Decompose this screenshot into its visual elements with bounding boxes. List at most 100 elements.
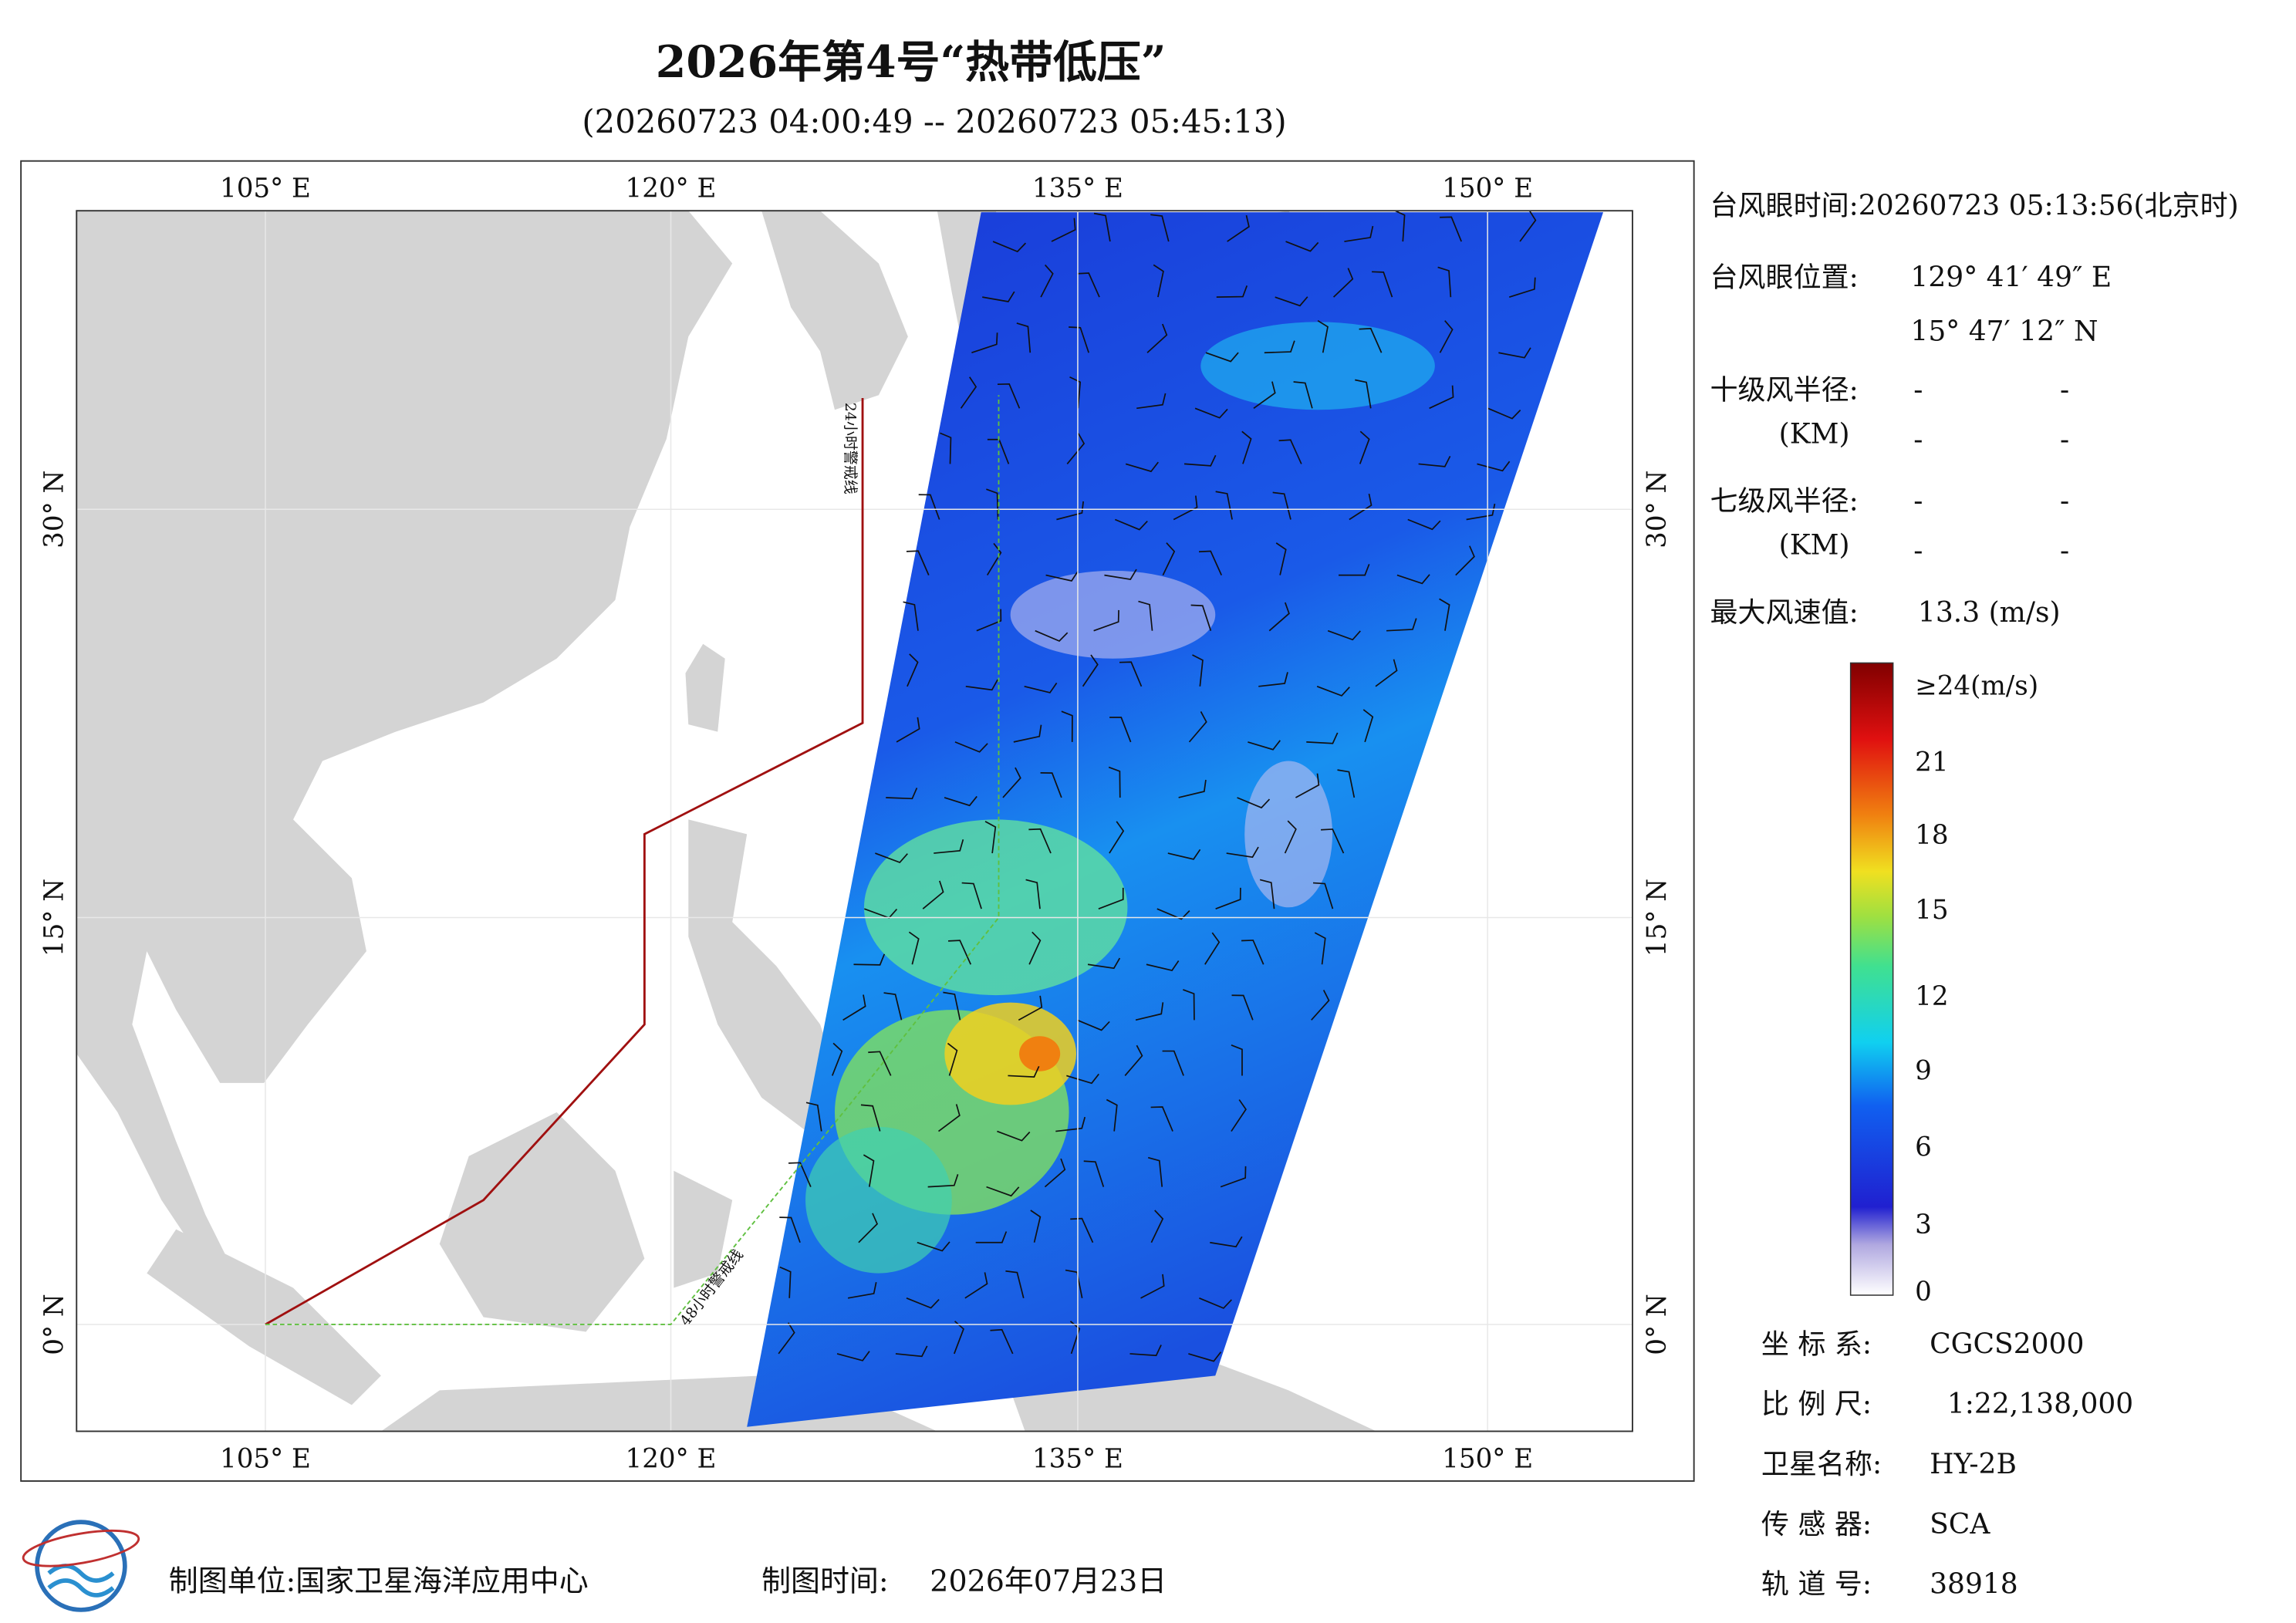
- dash: -: [1913, 424, 1923, 456]
- wind-barb: [1093, 609, 1119, 632]
- wind-barb: [1082, 654, 1099, 687]
- wind-barb: [1044, 1158, 1066, 1188]
- wind-barb: [863, 1154, 875, 1187]
- wind-barb: [1162, 542, 1176, 575]
- lon-label-top: 135° E: [1032, 174, 1123, 204]
- lon-label-bottom: 135° E: [1032, 1443, 1123, 1474]
- map-border: [76, 210, 1633, 1432]
- wind-barb: [1146, 960, 1180, 972]
- wind-barb: [1332, 268, 1354, 298]
- map-frame: [20, 160, 1695, 1482]
- wind-barb: [853, 953, 886, 966]
- colorbar-label: 9: [1915, 1056, 1932, 1087]
- wind-barb: [896, 717, 920, 743]
- wind-barb: [947, 940, 972, 965]
- wind-barb: [1337, 769, 1356, 798]
- wind-barb: [1396, 574, 1430, 585]
- wind-barb: [842, 994, 866, 1021]
- wind-barb: [986, 488, 999, 520]
- wind-barb: [1125, 461, 1159, 473]
- wind-barb: [1136, 393, 1167, 410]
- lat-label-left: 0° N: [39, 1294, 70, 1355]
- wind-barb: [1226, 846, 1259, 859]
- wind-barb: [1150, 1210, 1164, 1243]
- footer-unit: 制图单位:国家卫星海洋应用中心: [169, 1564, 589, 1598]
- wind-barb: [1093, 212, 1111, 242]
- wind-barb: [1355, 379, 1372, 409]
- wind-barb: [1069, 376, 1082, 409]
- wind-barb: [975, 1231, 1008, 1243]
- meta-key: 比 例 尺:: [1761, 1388, 1872, 1420]
- wind-barb: [1295, 773, 1320, 798]
- footer-time-label: 制图时间:: [761, 1564, 889, 1598]
- max-wind-value: 13.3 (m/s): [1918, 597, 2061, 629]
- eye-position-label: 台风眼位置:: [1710, 262, 1859, 293]
- colorbar-labels: ≥24(m/s) 21 18 15 12 9 6 3 0: [1915, 671, 2038, 1308]
- wind-barb: [779, 1216, 801, 1243]
- eye-lat: 15° 47′ 12″ N: [1910, 316, 2098, 348]
- colorbar-label: 0: [1915, 1277, 1932, 1308]
- wind-barb: [1258, 672, 1288, 687]
- wind-barb: [1253, 381, 1276, 410]
- wind-barb: [1259, 879, 1275, 909]
- wind-barb: [1359, 430, 1370, 464]
- wind-barb: [1215, 887, 1241, 909]
- wind-barb: [1025, 879, 1041, 909]
- wind-barb: [1293, 381, 1313, 409]
- wind-barb: [1477, 461, 1511, 472]
- wind-barb: [934, 839, 964, 854]
- wind-barb: [937, 1104, 961, 1132]
- lat-label-left: 15° N: [39, 879, 70, 957]
- km-label: (KM): [1779, 418, 1850, 450]
- wind-barb: [1069, 1321, 1081, 1355]
- wind-barb: [1069, 326, 1089, 353]
- wind-barb: [1076, 272, 1100, 298]
- meta-value: SCA: [1930, 1509, 1990, 1540]
- wind-barb: [1106, 1098, 1118, 1132]
- wind-barb: [1109, 821, 1125, 854]
- wind-barb: [1278, 439, 1302, 464]
- wind-barb: [1051, 218, 1076, 242]
- wind-barb: [1205, 352, 1239, 363]
- dash: -: [2060, 424, 2069, 456]
- wind-barb: [1167, 849, 1201, 860]
- wind-barb: [1162, 1050, 1184, 1076]
- wind-barb: [1076, 1019, 1110, 1031]
- wind-barb: [906, 550, 930, 575]
- dash: -: [2060, 535, 2069, 567]
- wind-barb: [1013, 724, 1042, 743]
- lon-label-bottom: 120° E: [626, 1443, 717, 1474]
- wind-barb: [944, 795, 977, 807]
- wind-barb: [918, 494, 940, 520]
- wind-barb: [1173, 495, 1198, 521]
- wind-barb: [883, 992, 903, 1021]
- wind-barb: [1275, 296, 1308, 307]
- wind-barb: [847, 1281, 877, 1299]
- wind-barb: [1055, 1116, 1086, 1132]
- wind-barb: [778, 1322, 795, 1355]
- wind-barb: [1215, 491, 1233, 520]
- wind-barb: [1153, 264, 1164, 298]
- wind-barb: [1204, 932, 1221, 965]
- wind-barb: [1002, 767, 1021, 798]
- wind-barb: [886, 788, 918, 800]
- wind-barb: [906, 1297, 940, 1309]
- wind-barb: [976, 609, 1002, 632]
- wind-barb: [1040, 264, 1054, 298]
- r10-label: 十级风半径:: [1710, 374, 1859, 406]
- wind-barb: [1321, 828, 1345, 854]
- wind-barb: [1498, 347, 1531, 359]
- meta-value: 38918: [1930, 1569, 2018, 1601]
- wind-barb: [1314, 932, 1326, 965]
- wind-barb: [1188, 711, 1207, 743]
- wind-barb: [1005, 1270, 1025, 1299]
- meta-value: 1:22,138,000: [1947, 1388, 2133, 1420]
- wind-barb: [1147, 1156, 1163, 1187]
- lat-label-left: 30° N: [39, 471, 70, 548]
- meta-value: HY-2B: [1930, 1449, 2017, 1480]
- wind-barb: [903, 601, 919, 631]
- meta-key: 坐 标 系:: [1761, 1328, 1872, 1360]
- meta-value: CGCS2000: [1930, 1328, 2084, 1360]
- wind-barb: [1183, 989, 1195, 1021]
- lat-label-right: 30° N: [1642, 471, 1673, 548]
